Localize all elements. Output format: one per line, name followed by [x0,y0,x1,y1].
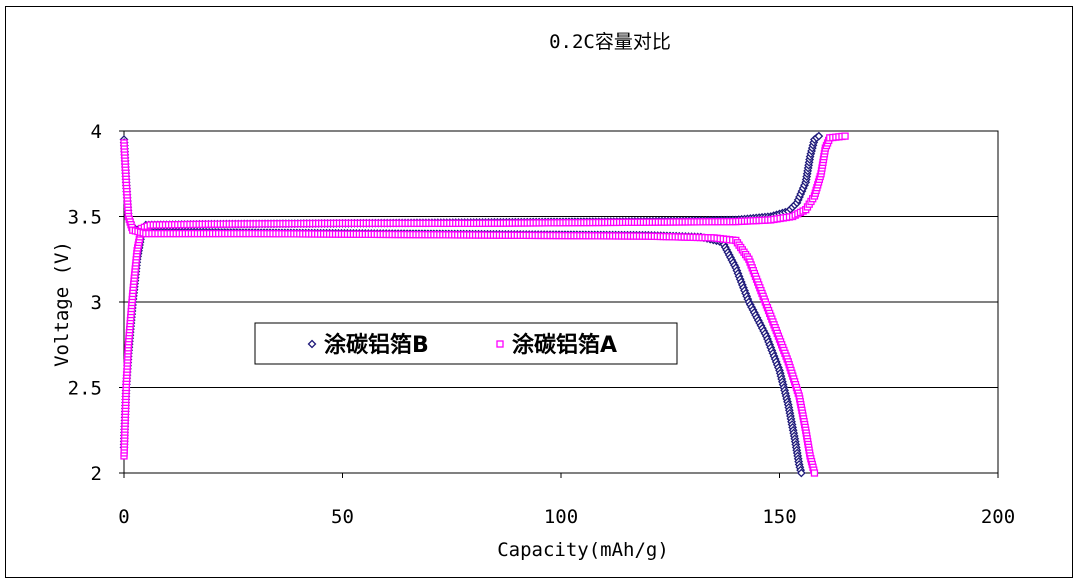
y-tick-label: 3 [91,292,102,314]
x-tick-label: 100 [544,506,578,528]
data-point [796,468,806,478]
y-tick-label: 2 [91,463,102,485]
data-point [841,132,849,140]
series-layer [119,131,849,478]
legend-marker [307,339,317,349]
chart-frame [5,6,1073,578]
data-point [814,131,824,141]
x-axis-title: Capacity(mAh/g) [497,539,669,561]
legend-label: 涂碳铝箔A [512,332,617,358]
y-tick-label: 2.5 [68,378,102,400]
x-tick-label: 50 [331,506,354,528]
x-tick-label: 200 [981,506,1015,528]
series-1 [119,131,824,478]
legend: 涂碳铝箔B 涂碳铝箔A [254,322,678,365]
data-point [810,469,819,477]
x-tick-label: 150 [762,506,796,528]
legend-label: 涂碳铝箔B [324,332,429,358]
legend-box [254,322,678,365]
y-tick-label: 3.5 [68,207,102,229]
y-axis: 2 2.5 3 3.5 4 [68,121,124,485]
x-tick-label: 0 [118,506,129,528]
x-axis: 0 50 100 150 200 [118,473,1015,528]
series-2 [120,132,849,477]
legend-marker [496,340,504,348]
y-tick-label: 4 [91,121,102,143]
y-axis-title: Voltage (V) [51,241,73,367]
chart-title: 0.2C容量对比 [549,31,671,53]
gridlines [124,216,998,388]
